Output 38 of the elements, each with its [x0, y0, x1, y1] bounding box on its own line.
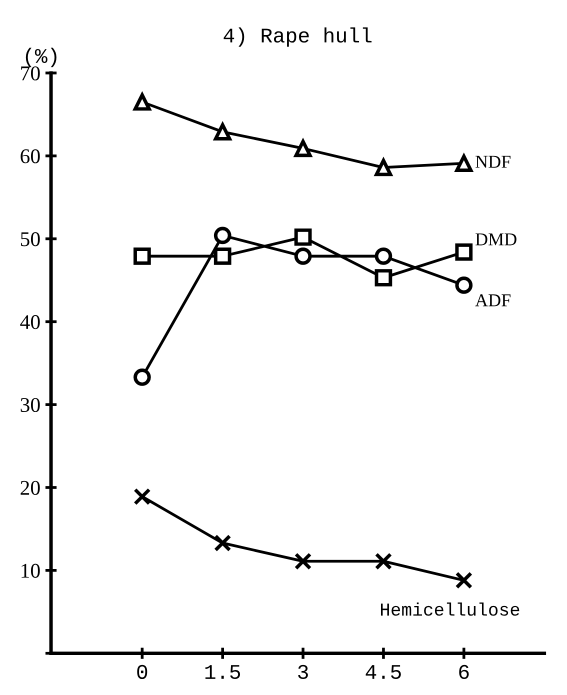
y-tick-label: 20 — [20, 480, 40, 495]
y-tick-label: 10 — [22, 564, 40, 578]
point — [455, 276, 473, 294]
x-tick-label: 6 — [459, 664, 469, 680]
point — [294, 248, 312, 265]
y-axis-title: (%) — [26, 48, 56, 68]
series-label: DMD — [476, 233, 516, 246]
point — [214, 248, 232, 265]
series-label: NDF — [476, 156, 510, 168]
x-tick-label: 3 — [298, 664, 308, 680]
y-tick-label: 30 — [20, 398, 40, 412]
point — [134, 488, 151, 506]
point — [294, 552, 312, 570]
x-tick-label: 0 — [137, 664, 148, 680]
point — [374, 552, 392, 570]
chart-title: 4) Rape hull — [224, 27, 372, 47]
point — [214, 226, 232, 244]
point — [374, 158, 392, 176]
x-tick-label: 1.5 — [205, 665, 240, 680]
series-label: Hemicellulose — [380, 602, 520, 616]
series-label: ADF — [475, 294, 510, 306]
point — [294, 140, 312, 158]
point — [374, 269, 392, 286]
point — [455, 572, 473, 590]
x-tick-label: 4.5 — [366, 665, 401, 680]
point — [214, 534, 232, 552]
point — [134, 248, 151, 265]
point — [214, 123, 232, 141]
point — [455, 154, 473, 172]
point — [374, 248, 392, 265]
point — [455, 243, 473, 261]
y-tick-label: 50 — [20, 232, 40, 246]
y-tick-label: 70 — [21, 66, 40, 80]
point — [294, 228, 312, 246]
y-tick-label: 60 — [20, 149, 40, 164]
point — [134, 93, 151, 111]
point — [134, 368, 151, 386]
y-tick-label: 40 — [20, 315, 40, 330]
